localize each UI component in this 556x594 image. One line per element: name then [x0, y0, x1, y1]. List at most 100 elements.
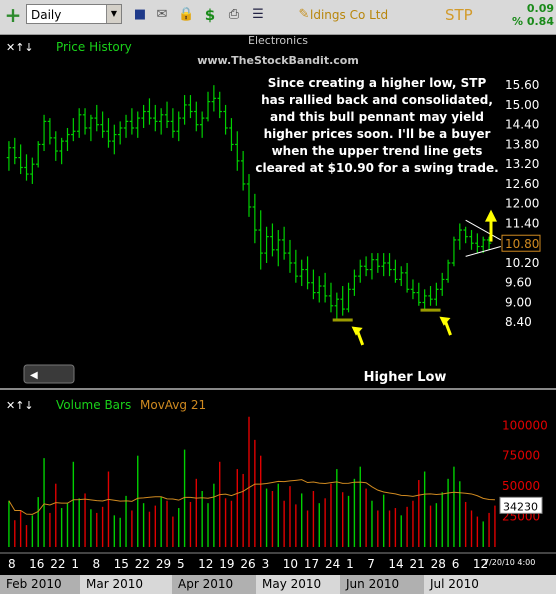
price-panel-bg: [0, 35, 556, 391]
price-bar: [457, 223, 462, 250]
x-tick-label: 6: [452, 557, 460, 569]
price-bar: [475, 233, 480, 254]
month-scrollbar[interactable]: Feb 2010 Mar 2010 Apr 2010 May 2010 Jun 2010…: [0, 575, 556, 594]
price-tick-label: 14.40: [505, 118, 539, 132]
price-bar: [194, 101, 199, 132]
price-bar: [135, 111, 140, 138]
x-tick-label: 8: [8, 557, 16, 569]
price-tick-label: 15.60: [505, 78, 539, 92]
x-tick-label: 8: [93, 557, 101, 569]
price-bar: [76, 108, 82, 138]
breakout-arrow-head: [485, 209, 497, 222]
month-label[interactable]: May 2010: [256, 575, 340, 594]
toolbar: + Daily ▼ ■ ✉ 🔒 $ ⎙ ☰ ✎ ldings Co Ltd ST…: [0, 0, 556, 35]
change-percent: % 0.84: [512, 15, 554, 28]
price-bar: [393, 259, 398, 283]
x-tick-label: 14: [388, 557, 403, 569]
lock-icon[interactable]: 🔒: [178, 7, 195, 22]
x-tick-label: 17: [304, 557, 319, 569]
price-tick-label: 11.40: [505, 216, 539, 230]
price-bar: [305, 256, 310, 290]
x-tick-label: 10: [283, 557, 298, 569]
price-tick-label: 15.00: [505, 98, 539, 112]
watermark-label: www.TheStockBandit.com: [197, 54, 359, 67]
save-icon[interactable]: ■: [133, 7, 147, 22]
chart-svg: ✕↑↓ Price History Electronics www.TheStockB…: [0, 34, 556, 571]
price-bar: [147, 98, 152, 125]
price-bar: [129, 108, 135, 135]
price-bar: [30, 157, 35, 184]
list-icon[interactable]: ☰: [252, 7, 264, 22]
annotation-line: cleared at $10.90 for a swing trade.: [255, 161, 498, 175]
price-bar: [416, 282, 422, 306]
annotation-line: higher prices soon. I'll be a buyer: [264, 127, 491, 141]
price-bar: [486, 236, 492, 250]
price-bar: [123, 114, 129, 138]
price-bar: [358, 259, 363, 283]
price-tick-label: 8.40: [505, 315, 532, 329]
price-bar: [59, 137, 64, 165]
print-icon[interactable]: ⎙: [228, 7, 240, 22]
price-bar: [211, 85, 217, 112]
price-bar: [410, 279, 416, 300]
price-bar: [41, 114, 47, 152]
price-bar: [88, 114, 94, 142]
month-label[interactable]: Mar 2010: [80, 575, 172, 594]
price-bar: [188, 95, 193, 119]
price-bar: [317, 276, 322, 303]
scroll-left-icon: ◀: [30, 370, 38, 381]
movavg-line: [8, 479, 495, 515]
price-bar: [18, 144, 23, 175]
price-bar: [399, 266, 404, 287]
price-bar: [223, 104, 228, 135]
price-bar: [434, 282, 439, 306]
price-bar: [340, 286, 345, 316]
symbol: STP: [445, 6, 473, 24]
price-bar: [264, 226, 269, 263]
price-bar: [36, 141, 41, 168]
price-bar: [229, 118, 234, 152]
x-tick-label: 19: [219, 557, 234, 569]
month-label[interactable]: Apr 2010: [172, 575, 256, 594]
month-label[interactable]: Jun 2010: [340, 575, 424, 594]
add-chart-icon[interactable]: +: [4, 3, 22, 27]
x-tick-label: 7: [367, 557, 375, 569]
x-tick-label: 26: [240, 557, 255, 569]
pencil-icon[interactable]: ✎: [298, 7, 310, 22]
price-bar: [112, 124, 117, 155]
price-bar: [141, 104, 146, 128]
current-volume-label: 34230: [503, 500, 538, 513]
price-tick-label: 13.20: [505, 157, 539, 171]
x-axis: 8 16 22 1 8 15 22 29 5 12 19 26 3 10 17 24 1 7 14 21 28 6 127/…: [0, 552, 556, 571]
price-bar: [65, 127, 70, 152]
price-bar: [153, 104, 158, 132]
mail-icon[interactable]: ✉: [156, 7, 168, 22]
price-tick-label: 13.80: [505, 137, 539, 151]
month-label[interactable]: Feb 2010: [0, 575, 80, 594]
volume-tick-label: 100000: [502, 418, 548, 432]
volume-panel-title: Volume Bars: [56, 398, 131, 412]
x-tick-label: 22: [135, 557, 150, 569]
x-tick-label: 22: [50, 557, 65, 569]
x-tick-label: 12: [198, 557, 213, 569]
price-tick-label: 12.00: [505, 197, 539, 211]
company-name: ldings Co Ltd: [310, 8, 389, 22]
volume-panel: ✕↑↓ Volume Bars MovAvg 2110000075000500002…: [6, 398, 548, 547]
dollar-icon[interactable]: $: [204, 6, 216, 24]
pennant-lower-line: [465, 246, 501, 257]
month-label[interactable]: Jul 2010: [424, 575, 556, 594]
price-bar: [6, 141, 12, 171]
period-select[interactable]: Daily ▼: [26, 4, 122, 24]
price-bar: [281, 226, 287, 260]
annotation-line: Since creating a higher low, STP: [268, 76, 487, 90]
price-bar: [24, 154, 29, 181]
current-volume-box: [499, 496, 543, 514]
price-bar: [270, 223, 275, 257]
price-bar: [258, 210, 263, 270]
price-bar: [451, 236, 457, 267]
price-bar: [246, 174, 252, 217]
price-bar: [299, 259, 304, 287]
price-panel-title: Price History: [56, 40, 132, 54]
price-tick-label: 12.60: [505, 177, 539, 191]
chevron-down-icon[interactable]: ▼: [106, 5, 121, 23]
